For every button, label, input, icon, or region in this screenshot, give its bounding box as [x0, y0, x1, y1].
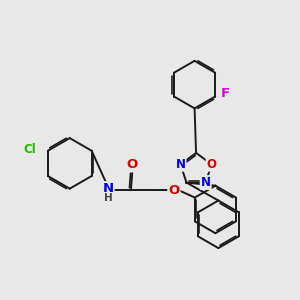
- Text: Cl: Cl: [24, 143, 37, 156]
- Text: N: N: [176, 158, 185, 171]
- Text: F: F: [221, 87, 230, 100]
- Text: O: O: [168, 184, 180, 196]
- Text: N: N: [201, 176, 211, 189]
- Text: O: O: [127, 158, 138, 171]
- Text: H: H: [103, 194, 112, 203]
- Text: N: N: [102, 182, 114, 195]
- Text: O: O: [207, 158, 217, 171]
